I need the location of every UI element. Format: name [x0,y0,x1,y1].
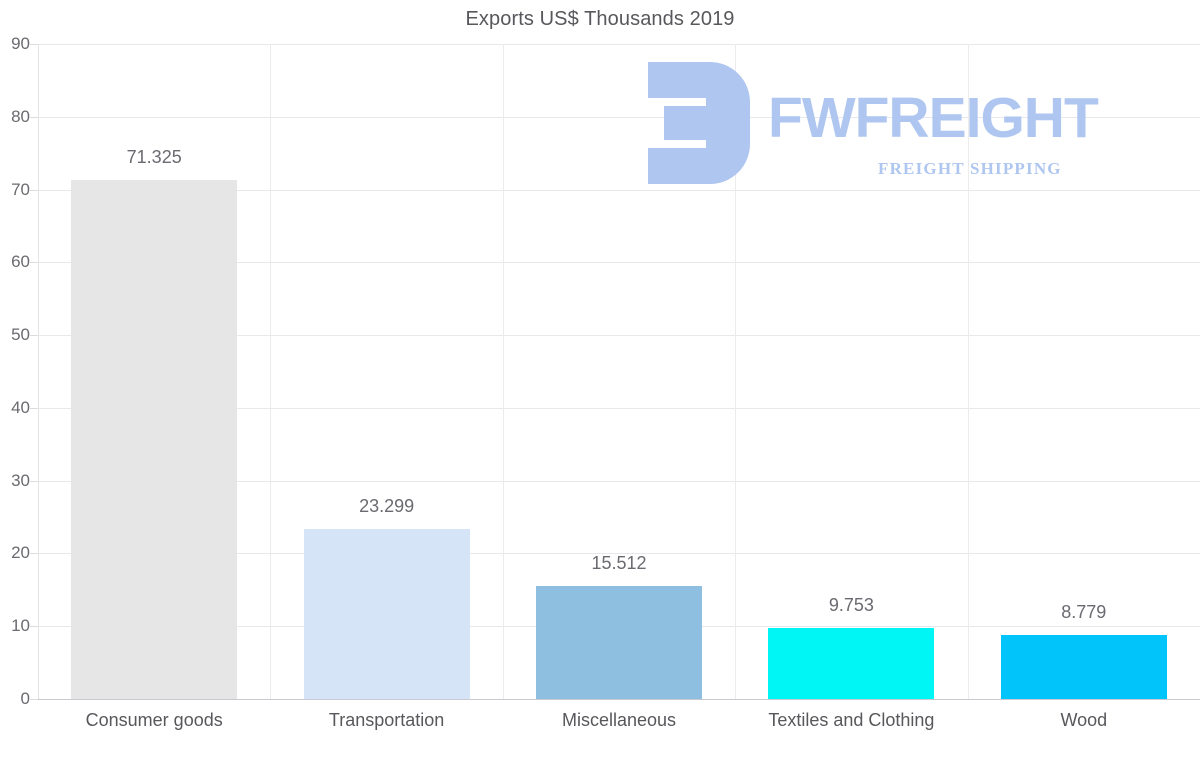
x-tick-label-2: Miscellaneous [561,710,677,730]
gridline-y-0 [38,699,1200,700]
y-tick-mark [30,116,38,118]
bar-value-label: 23.299 [359,496,415,517]
bar-value-label: 15.512 [591,553,647,574]
x-tick-label-0: Consumer goods [85,710,223,730]
y-tick-label: 40 [0,398,38,418]
bar-value-label: 71.325 [126,146,182,167]
x-tick-label-3: Textiles and Clothing [768,710,935,730]
plot-area [38,44,1200,700]
y-tick-mark [30,44,38,45]
y-tick-label: 90 [0,34,38,54]
y-tick-mark [30,626,38,628]
x-tick-label-4: Wood [1060,710,1108,730]
y-tick-label: 70 [0,180,38,200]
y-tick-mark [30,189,38,191]
gridline-y-30 [38,480,1200,482]
chart-title: Exports US$ Thousands 2019 [465,8,735,30]
y-tick-mark [30,699,38,700]
y-tick-label: 60 [0,252,38,272]
y-tick-label: 50 [0,325,38,345]
y-tick-label: 10 [0,616,38,636]
gridline-x [735,44,736,699]
gridline-y-80 [38,116,1200,118]
y-tick-label: 0 [0,689,38,709]
bar-value-label: 8.779 [1061,602,1107,623]
y-tick-mark [30,407,38,409]
y-tick-label: 30 [0,471,38,491]
gridline-y-60 [38,262,1200,264]
y-tick-mark [30,553,38,555]
bar-4[interactable] [1000,635,1167,699]
x-tick-label-1: Transportation [328,710,445,730]
gridline-y-20 [38,553,1200,555]
bar-1[interactable] [303,529,470,699]
y-tick-mark [30,262,38,264]
bar-0[interactable] [71,179,238,699]
y-tick-mark [30,335,38,337]
gridline-y-90 [38,44,1200,45]
gridline-x [270,44,271,699]
y-tick-label: 80 [0,107,38,127]
gridline-x [503,44,504,699]
gridline-y-70 [38,189,1200,191]
gridline-x [968,44,969,699]
bar-2[interactable] [536,586,702,699]
gridline-y-40 [38,407,1200,409]
y-tick-label: 20 [0,543,38,563]
bar-3[interactable] [768,628,935,699]
y-axis-line [38,44,39,700]
gridline-y-50 [38,335,1200,337]
bar-value-label: 9.753 [828,595,874,616]
y-tick-mark [30,480,38,482]
